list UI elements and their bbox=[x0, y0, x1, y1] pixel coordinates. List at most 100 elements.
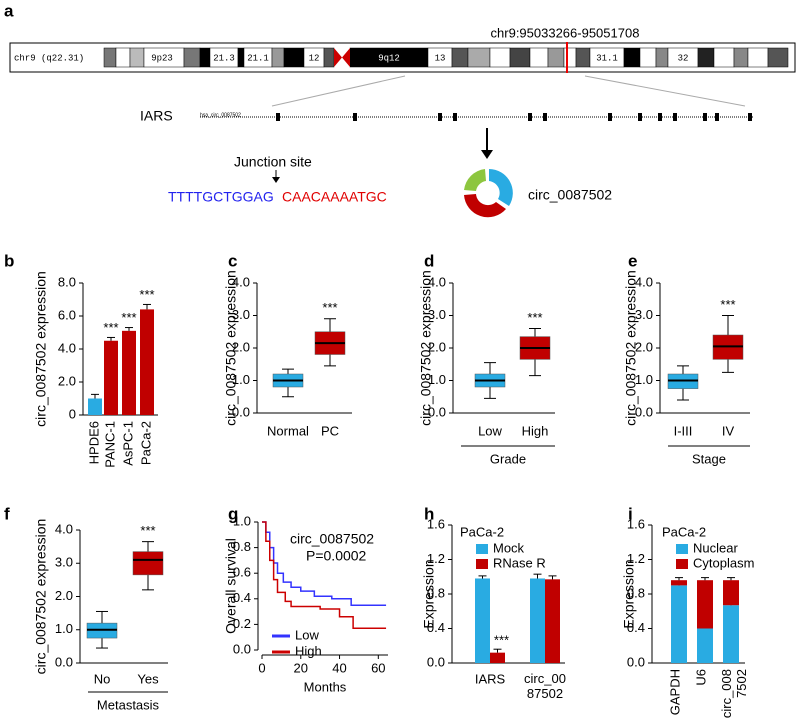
bar-segment bbox=[697, 628, 713, 663]
band bbox=[639, 47, 657, 68]
x-axis-label: Months bbox=[304, 679, 347, 694]
panel-label: g bbox=[228, 504, 238, 523]
x-tick-label: circ_0087502 bbox=[719, 669, 749, 718]
y-axis-label: circ_0087502 expression bbox=[418, 270, 434, 426]
exon bbox=[658, 113, 662, 121]
band bbox=[529, 47, 549, 68]
exon bbox=[715, 113, 719, 121]
chart-title: PaCa-2 bbox=[662, 524, 706, 539]
annotation: circ_0087502 bbox=[290, 531, 374, 547]
band bbox=[103, 47, 117, 68]
band-label: 12 bbox=[309, 53, 320, 63]
exon bbox=[453, 113, 457, 121]
significance: *** bbox=[322, 300, 337, 315]
exons bbox=[276, 113, 752, 121]
x-tick-label: AsPC-1 bbox=[120, 421, 135, 466]
y-tick-label: 1.2 bbox=[427, 551, 445, 566]
band bbox=[129, 47, 145, 68]
legend-swatch bbox=[476, 559, 488, 569]
band bbox=[655, 47, 669, 68]
bar-segment bbox=[723, 580, 739, 606]
x-axis-label: Grade bbox=[490, 451, 526, 466]
y-tick-label: 0.0 bbox=[233, 641, 251, 656]
y-tick-label: 0.0 bbox=[635, 404, 653, 419]
band bbox=[237, 47, 245, 68]
y-tick-label: 0.0 bbox=[627, 654, 645, 669]
circ-segment bbox=[489, 169, 513, 206]
panel-label: f bbox=[4, 504, 10, 523]
legend-swatch bbox=[676, 559, 688, 569]
bar bbox=[140, 309, 154, 415]
y-tick-label: 0 bbox=[69, 406, 76, 421]
x-tick-label: Yes bbox=[137, 671, 159, 686]
exon bbox=[608, 113, 612, 121]
sequence-right: CAACAAAATGC bbox=[282, 189, 387, 205]
band bbox=[733, 47, 749, 68]
x-tick-label: PaCa-2 bbox=[138, 421, 153, 465]
y-tick-label: 0.0 bbox=[427, 654, 445, 669]
y-tick-label: 6.0 bbox=[58, 307, 76, 322]
x-tick-label: IV bbox=[722, 423, 735, 438]
y-tick-label: 4.0 bbox=[232, 274, 250, 289]
y-tick-label: 4.0 bbox=[428, 274, 446, 289]
significance: *** bbox=[139, 287, 154, 302]
x-axis-label: Stage bbox=[692, 451, 726, 466]
x-tick-label: PANC-1 bbox=[102, 421, 117, 468]
bar bbox=[530, 578, 545, 663]
y-tick-label: 2.0 bbox=[58, 373, 76, 388]
y-tick-label: 0.4 bbox=[233, 590, 251, 605]
exon bbox=[276, 113, 280, 121]
exon bbox=[673, 113, 677, 121]
y-tick-label: 2.0 bbox=[232, 339, 250, 354]
y-tick-label: 1.0 bbox=[55, 621, 73, 636]
bar bbox=[88, 398, 102, 415]
legend-label: High bbox=[295, 643, 322, 658]
band bbox=[509, 47, 531, 68]
x-tick-label: HPDE6 bbox=[86, 421, 101, 464]
y-tick-label: 4.0 bbox=[58, 340, 76, 355]
legend-label: Cytoplasm bbox=[693, 555, 754, 570]
circ-segment bbox=[464, 169, 486, 191]
y-tick-label: 2.0 bbox=[55, 588, 73, 603]
y-tick-label: 1.6 bbox=[627, 516, 645, 531]
y-axis-label: circ_0087502 expression bbox=[33, 271, 49, 427]
y-tick-label: 0.0 bbox=[55, 654, 73, 669]
band bbox=[489, 47, 511, 68]
y-tick-label: 1.0 bbox=[232, 372, 250, 387]
band-label: 9q12 bbox=[378, 53, 400, 63]
panel-label: c bbox=[228, 251, 237, 270]
arrow-head bbox=[481, 150, 493, 159]
panel-label: a bbox=[4, 1, 14, 20]
y-axis-label: circ_0087502 expression bbox=[623, 270, 639, 426]
box bbox=[132, 551, 164, 576]
band bbox=[547, 47, 565, 68]
y-tick-label: 1.0 bbox=[635, 372, 653, 387]
y-axis-label: Expression bbox=[421, 559, 437, 628]
y-tick-label: 1.2 bbox=[627, 551, 645, 566]
ideogram bbox=[103, 47, 789, 68]
significance: *** bbox=[494, 633, 509, 648]
band-label: 21.3 bbox=[213, 53, 235, 63]
bar-segment bbox=[697, 580, 713, 629]
exon bbox=[353, 113, 357, 121]
significance: *** bbox=[121, 310, 136, 325]
significance: *** bbox=[140, 523, 155, 538]
band bbox=[451, 47, 469, 68]
y-tick-label: 0.2 bbox=[233, 616, 251, 631]
x-tick-label: Low bbox=[478, 423, 502, 438]
centromere bbox=[334, 48, 342, 67]
y-tick-label: 3.0 bbox=[635, 307, 653, 322]
bar bbox=[104, 340, 118, 415]
y-tick-label: 4.0 bbox=[635, 274, 653, 289]
y-tick-label: 1.0 bbox=[233, 513, 251, 528]
legend-label: Mock bbox=[493, 540, 525, 555]
band bbox=[183, 47, 201, 68]
survival-curve bbox=[262, 521, 387, 629]
y-tick-label: 2.0 bbox=[428, 339, 446, 354]
band bbox=[767, 47, 789, 68]
significance: *** bbox=[527, 310, 542, 325]
zoom-line bbox=[584, 75, 746, 107]
survival-curve bbox=[262, 521, 387, 606]
